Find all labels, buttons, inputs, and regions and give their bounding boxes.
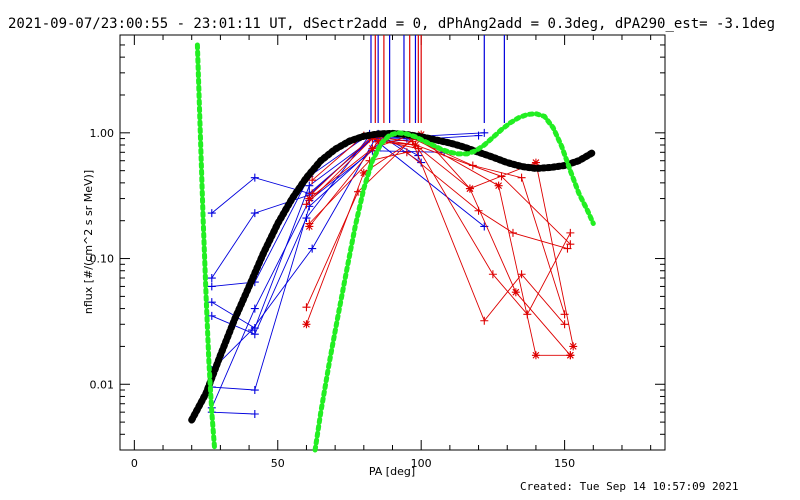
data-point xyxy=(250,304,259,313)
series-line xyxy=(305,133,574,347)
data-point xyxy=(517,270,526,279)
model-curve xyxy=(312,111,596,453)
series-5 xyxy=(207,131,483,395)
series-line xyxy=(308,151,568,250)
series-line xyxy=(308,141,571,356)
series-4 xyxy=(207,128,489,374)
y-tick-label: 1.00 xyxy=(90,127,115,140)
data-point xyxy=(302,303,311,312)
data-point xyxy=(531,351,540,360)
series-7 xyxy=(207,408,259,419)
data-point xyxy=(302,320,311,329)
x-tick-label: 100 xyxy=(411,457,432,470)
series-12 xyxy=(305,137,575,360)
data-point xyxy=(302,200,311,209)
model-curve xyxy=(188,129,597,424)
data-point xyxy=(480,316,489,325)
data-point xyxy=(511,288,520,297)
series-line xyxy=(211,133,370,287)
data-point xyxy=(508,228,517,237)
vertical-markers xyxy=(370,35,505,123)
data-point xyxy=(207,311,216,320)
data-point xyxy=(531,158,540,167)
series-line xyxy=(211,134,485,335)
series-line xyxy=(211,135,479,391)
data-point xyxy=(250,173,259,182)
data-point xyxy=(566,240,575,249)
data-point xyxy=(308,176,317,185)
chart-title: 2021-09-07/23:00:55 - 23:01:11 UT, dSect… xyxy=(8,16,776,32)
series-17 xyxy=(188,129,597,424)
data-point xyxy=(563,244,572,253)
data-point xyxy=(566,351,575,360)
series-16 xyxy=(302,134,575,249)
data-point xyxy=(368,144,377,153)
data-point xyxy=(569,342,578,351)
series-line xyxy=(211,411,255,415)
y-tick-label: 0.01 xyxy=(90,378,115,391)
data-point xyxy=(374,137,383,146)
data-point xyxy=(250,386,259,395)
series-line xyxy=(211,133,422,214)
x-tick-label: 0 xyxy=(131,457,138,470)
series-18 xyxy=(194,42,218,453)
series-line xyxy=(311,138,571,316)
data-point xyxy=(247,326,256,335)
data-point xyxy=(250,209,259,218)
x-axis-label: PA [deg] xyxy=(369,465,415,478)
y-axis-label: nflux [#/(cm^2 s sr MeV)] xyxy=(82,170,95,314)
data-point xyxy=(488,270,497,279)
data-point xyxy=(308,244,317,253)
data-point xyxy=(250,330,259,339)
series-19 xyxy=(312,111,596,453)
data-point xyxy=(474,131,483,140)
data-point xyxy=(305,194,314,203)
series-line xyxy=(306,138,571,245)
data-point xyxy=(560,310,569,319)
data-point xyxy=(250,410,259,419)
data-point xyxy=(207,209,216,218)
data-point xyxy=(480,128,489,137)
x-tick-label: 150 xyxy=(554,457,575,470)
data-point xyxy=(465,184,474,193)
data-point xyxy=(207,274,216,283)
data-point xyxy=(207,282,216,291)
data-point xyxy=(566,228,575,237)
data-point xyxy=(517,173,526,182)
created-timestamp: Created: Tue Sep 14 10:57:09 2021 xyxy=(520,480,739,493)
series-line xyxy=(311,135,565,325)
data-point xyxy=(305,222,314,231)
model-curve xyxy=(194,42,218,453)
data-point xyxy=(359,168,368,177)
axis-ticks: 0 50 100 150 0.01 0.10 1.00 xyxy=(90,34,665,470)
y-tick-label: 0.10 xyxy=(90,253,115,266)
data-point xyxy=(305,181,314,190)
data-point xyxy=(411,141,420,150)
x-tick-label: 50 xyxy=(271,457,285,470)
series-line xyxy=(309,135,571,356)
data-point xyxy=(494,181,503,190)
data-point xyxy=(207,298,216,307)
data-point xyxy=(402,148,411,157)
data-point xyxy=(560,320,569,329)
data-series xyxy=(188,42,597,453)
data-point xyxy=(497,172,506,181)
